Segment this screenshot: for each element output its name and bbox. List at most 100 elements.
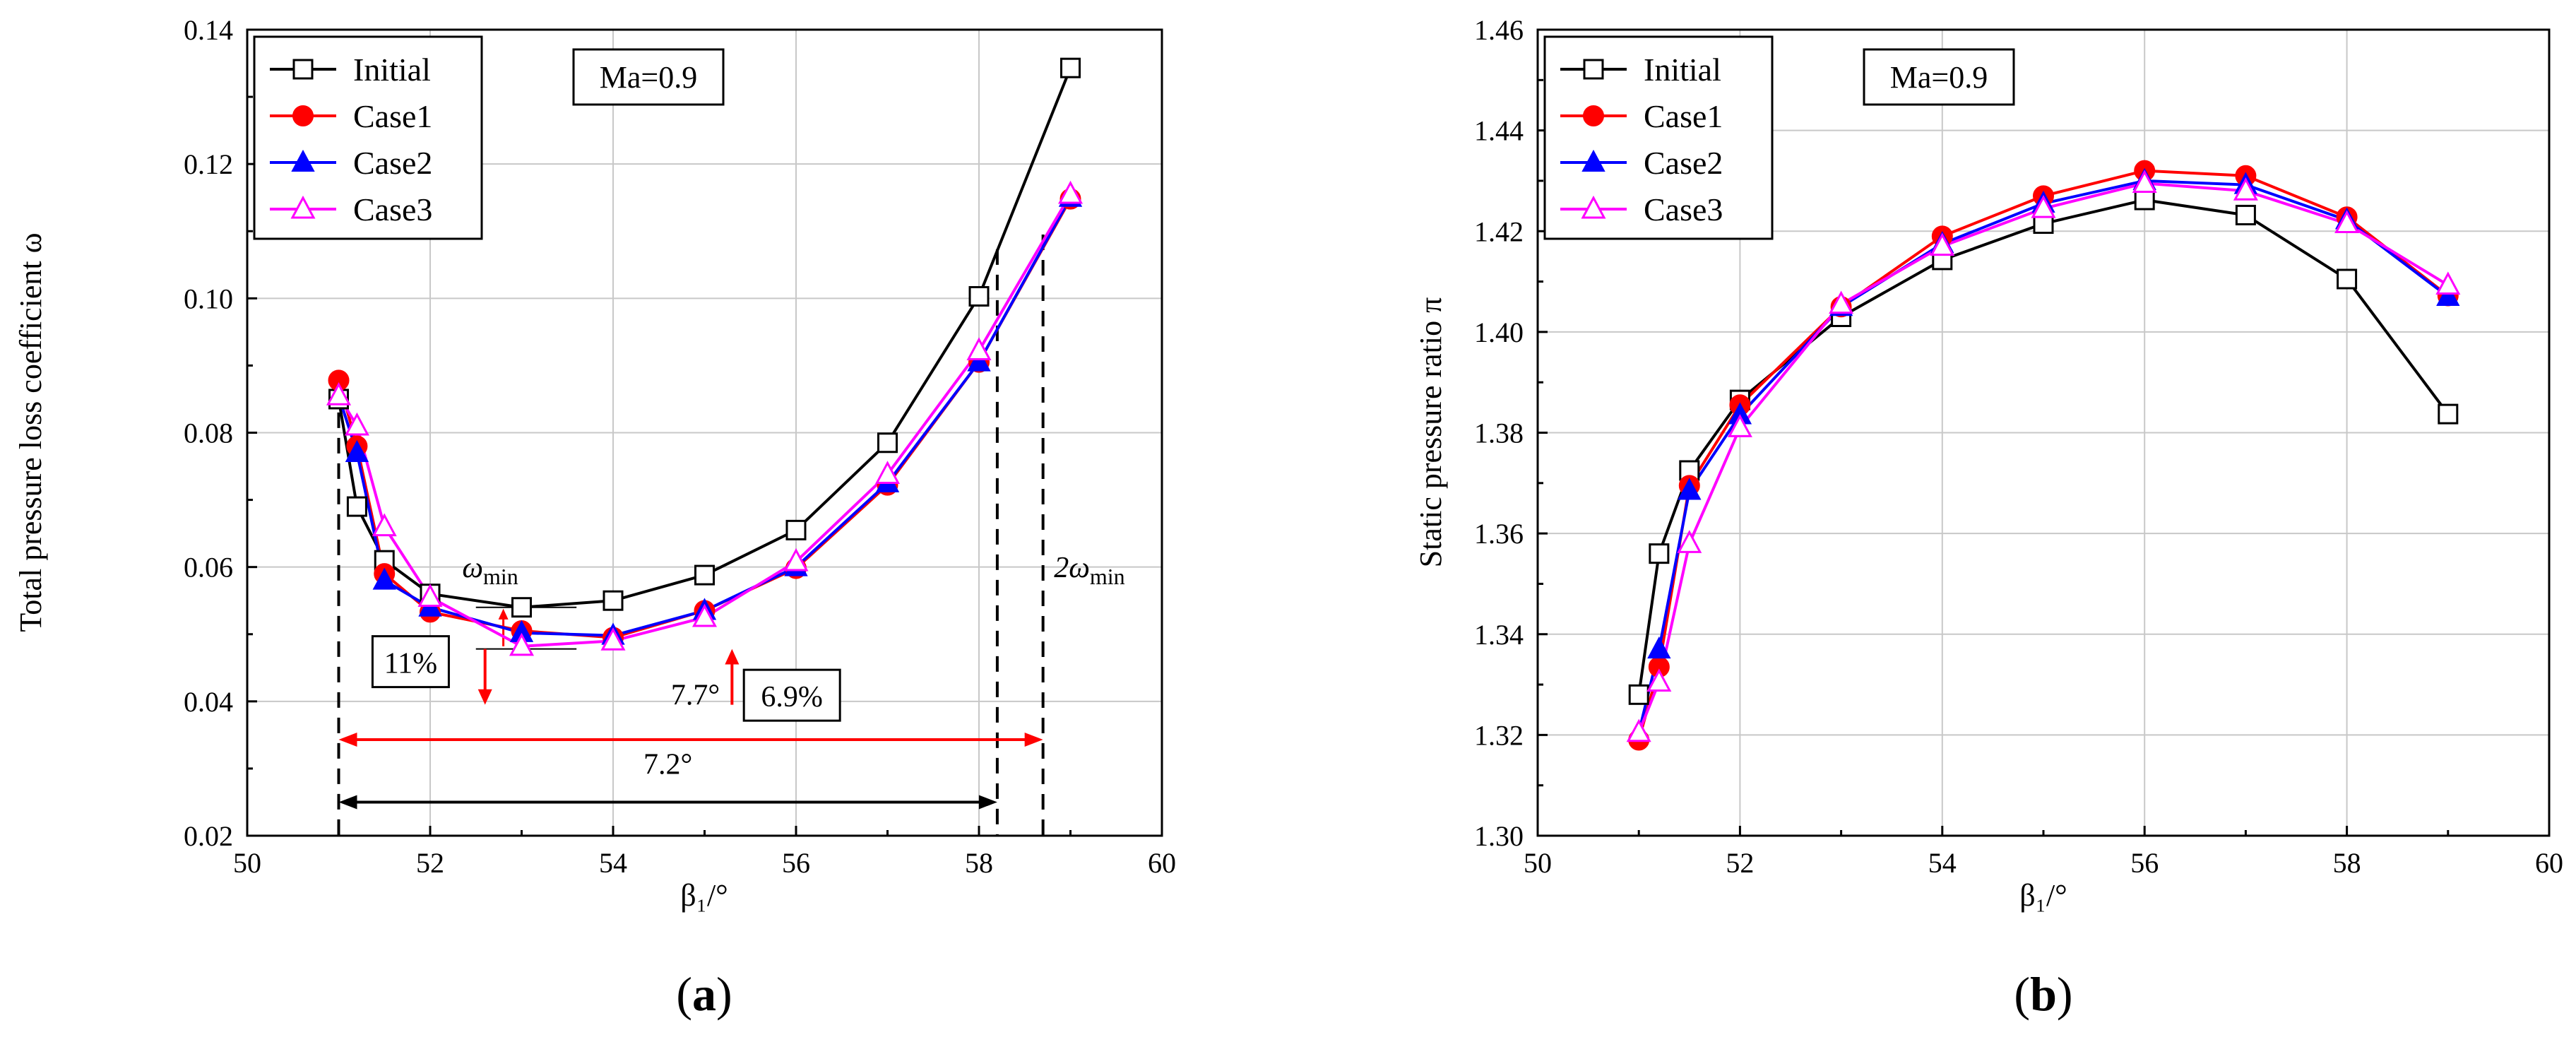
panel-a-series-initial-point [346, 496, 367, 517]
panel-a-x-tick-label: 52 [416, 847, 444, 879]
panel-b-x-tick-label: 50 [1524, 847, 1552, 879]
panel-a-reduction-arrow-head [477, 689, 492, 705]
panel-a-two-omega-min-subscript: min [1090, 564, 1125, 589]
panel-a-series-initial-point [877, 432, 898, 454]
panel-a-series-initial-point [785, 519, 807, 540]
panel-a-reduction-label: 11% [384, 648, 437, 680]
panel-a-condition-box [572, 48, 725, 106]
panel-a-label: (a) [676, 967, 732, 1021]
panel-a-series-initial-point [603, 590, 624, 611]
panel-b-x-tick-label: 54 [1928, 847, 1957, 879]
panel-b-series-case3-point [1646, 668, 1672, 692]
panel-a-increase-label: 6.9% [761, 681, 823, 713]
panel-b-legend-case2-marker [1581, 149, 1605, 172]
panel-b-y-tick-label: 1.38 [1474, 418, 1524, 449]
panel-a-label-letter: a [692, 967, 716, 1021]
panel-b-y-tick-label: 1.32 [1474, 719, 1524, 751]
panel-a: 50 52 54 56 58 60 0.02 0.04 0.06 0.08 0.10 0.12 0.14… [13, 14, 1176, 1021]
panel-b-series-case3-point [2233, 177, 2258, 201]
panel-a-y-tick-label: 0.04 [184, 686, 233, 718]
panel-a-series-initial-point [511, 597, 532, 618]
panel-b-y-tick-label: 1.34 [1474, 619, 1524, 651]
panel-b-series-initial-point [2134, 189, 2155, 211]
panel-a-legend-case2-marker [291, 149, 315, 172]
panel-a-x-axis-title: β₁/° [680, 878, 728, 913]
panel-a-series-case2-point [372, 567, 396, 590]
panel-b-series-case3-point [1829, 290, 1854, 314]
panel-b-series-case1-line [1637, 169, 2450, 741]
panel-b-series-case3-point [1727, 414, 1752, 437]
panel-a-y-axis-title: Total pressure loss coefficient ω [13, 232, 48, 632]
panel-b-series-case2-point [2436, 283, 2460, 306]
panel-a-condition-label: Ma=0.9 [600, 60, 697, 95]
panel-b-series-case3-point [2334, 210, 2360, 234]
panel-a-legend-initial-label: Initial [353, 52, 431, 88]
panel-b-series-case3-point [2031, 194, 2056, 218]
panel-b-series-initial-point [1628, 684, 1649, 705]
panel-a-omega-min-arrow-head [498, 608, 509, 620]
panel-b-legend-case3-marker [1581, 195, 1606, 219]
panel-b-y-axis-title: Static pressure ratio π [1413, 297, 1448, 568]
panel-a-series-initial-point [1060, 57, 1081, 78]
panel-b-legend-initial-label: Initial [1644, 52, 1721, 88]
panel-a-series-case3-point [966, 337, 992, 360]
panel-a-legend-case1-marker [292, 105, 314, 126]
panel-b-series-case3-point [2435, 271, 2461, 295]
panel-b-series-initial-point [2438, 403, 2459, 425]
panel-a-series-case2-point [345, 439, 369, 463]
panel-b-series-case3-point [1677, 530, 1702, 553]
panel-a-x-tick-label: 54 [599, 847, 627, 879]
panel-b-y-tick-label: 1.44 [1474, 115, 1524, 147]
panel-a-y-tick-label: 0.14 [184, 14, 233, 46]
panel-b-x-axis-title: β₁/° [2019, 878, 2067, 913]
panel-a-series-case3-point [509, 632, 535, 656]
panel-a-series-case3-point [326, 382, 352, 405]
panel-a-series-case3-point [783, 547, 809, 572]
panel-b-series-initial-line [1637, 199, 2450, 695]
panel-a-series-case3-point [417, 584, 443, 607]
panel-a-red-range-right-head [1024, 733, 1043, 747]
panel-a-two-omega-min-label: 2ωmin [1054, 552, 1124, 589]
panel-b-y-tick-label: 1.42 [1474, 215, 1524, 247]
panel-b-series-case3-point [1930, 232, 1955, 256]
panel-a-series-case2-point [967, 349, 991, 372]
panel-a-series-initial-point [968, 285, 990, 307]
panel-a-black-range-label: 7.2° [643, 749, 692, 781]
panel-a-y-tick-label: 0.08 [184, 418, 233, 449]
panel-a-legend-case1-label: Case1 [353, 98, 432, 134]
panel-a-black-range-right-head [978, 795, 997, 810]
panel-a-y-tick-label: 0.02 [184, 820, 233, 852]
panel-a-legend-box [253, 35, 483, 240]
panel-b-condition-label: Ma=0.9 [1890, 60, 1988, 95]
panel-b-x-tick-label: 56 [2130, 847, 2159, 879]
panel-b-x-tick-label: 58 [2333, 847, 2361, 879]
panel-b-label-letter: b [2030, 967, 2057, 1021]
panel-b-series-initial-point [2235, 204, 2256, 225]
panel-a-omega-min-subscript: min [483, 564, 518, 589]
panel-a-x-tick-label: 50 [233, 847, 261, 879]
panel-a-y-tick-label: 0.06 [184, 552, 233, 584]
panel-a-series-initial-point [694, 564, 715, 586]
panel-b-series-initial-point [1649, 543, 1670, 564]
panel-b-legend-case2-label: Case2 [1644, 145, 1723, 181]
panel-b-series-case3-point [1626, 718, 1651, 742]
panel-a-black-range-left-head [338, 795, 357, 810]
panel-a-series-case3-point [1057, 180, 1084, 204]
panel-a-omega-min-label: ωmin [462, 552, 518, 589]
panel-b: 50 52 54 56 58 60 1.30 1.32 1.34 1.36 1.38 1.40 1.42… [1413, 14, 2563, 1021]
panel-a-x-tick-label: 60 [1148, 847, 1176, 879]
panel-a-legend-case3-label: Case3 [353, 191, 432, 227]
panel-a-increase-arrow-head [725, 649, 740, 665]
panel-b-x-tick-label: 60 [2535, 847, 2563, 879]
panel-b-series-case3-point [2132, 170, 2157, 194]
panel-b-x-tick-label: 52 [1726, 847, 1754, 879]
panel-b-y-tick-label: 1.36 [1474, 518, 1524, 550]
panel-b-series-case2-line [1637, 179, 2450, 733]
panel-b-series-initial-point [2337, 268, 2358, 290]
panel-b-legend-initial-marker [1583, 59, 1604, 80]
panel-a-y-tick-label: 0.10 [184, 283, 233, 314]
panel-b-y-tick-label: 1.30 [1474, 820, 1524, 852]
panel-a-red-range-label: 7.7° [671, 680, 720, 712]
